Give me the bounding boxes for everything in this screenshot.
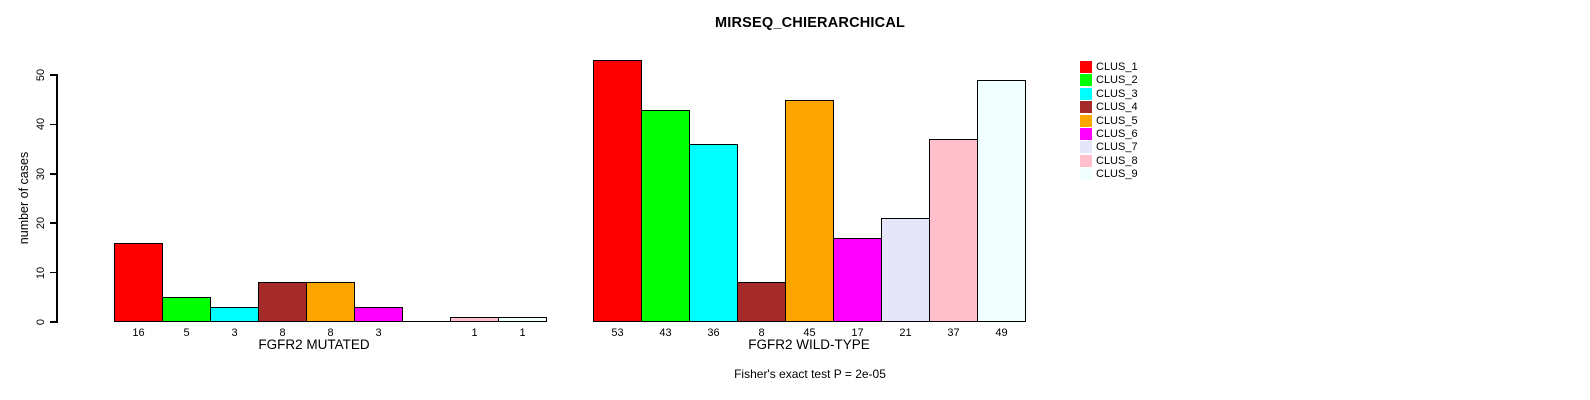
bar-value-label: 1 (471, 327, 478, 339)
legend-swatch-CLUS_8 (1080, 154, 1092, 167)
bar-value-label: 43 (659, 327, 672, 339)
bar-value-label: 49 (995, 327, 1008, 339)
fisher-test-annotation: Fisher's exact test P = 2e-05 (734, 367, 886, 381)
bar-value-label: 37 (947, 327, 960, 339)
legend-swatch-CLUS_7 (1080, 141, 1092, 154)
bar-value-label: 5 (183, 327, 190, 339)
group-label-fgfr2-wild-type: FGFR2 WILD-TYPE (748, 337, 870, 352)
y-axis-tick (49, 74, 56, 76)
bar-value-label: 36 (707, 327, 720, 339)
bar-CLUS_7-zero (402, 320, 451, 322)
chart-title: MIRSEQ_CHIERARCHICAL (714, 15, 906, 31)
legend-label-CLUS_7: CLUS_7 (1096, 141, 1138, 154)
y-axis-tick (49, 123, 56, 126)
bar-CLUS_5 (306, 282, 355, 322)
bar-value-label: 3 (375, 327, 382, 339)
legend-label-CLUS_1: CLUS_1 (1096, 61, 1138, 73)
bar-value-label: 3 (231, 327, 238, 339)
bar-value-label: 8 (279, 327, 286, 339)
legend-swatch-CLUS_2 (1080, 74, 1092, 87)
bar-value-label: 45 (803, 327, 816, 339)
legend-label-CLUS_2: CLUS_2 (1096, 74, 1138, 87)
legend-swatch-CLUS_4 (1080, 101, 1092, 114)
bar-CLUS_3 (689, 144, 738, 322)
legend-swatch-CLUS_1 (1080, 61, 1092, 73)
bar-CLUS_1 (114, 242, 163, 322)
legend-swatch-CLUS_3 (1080, 87, 1092, 100)
y-axis-tick (49, 222, 56, 224)
bar-CLUS_9 (977, 79, 1026, 322)
bar-CLUS_1 (593, 60, 642, 322)
bar-CLUS_6 (354, 307, 403, 322)
bar-CLUS_2 (641, 109, 690, 322)
y-axis-line (56, 74, 58, 323)
bar-CLUS_4 (737, 282, 786, 322)
bar-CLUS_6 (833, 238, 882, 322)
bar-value-label: 16 (132, 327, 145, 339)
legend-swatch-CLUS_6 (1080, 128, 1092, 140)
legend-label-CLUS_6: CLUS_6 (1096, 128, 1138, 140)
y-axis-tick (49, 173, 56, 175)
legend-label-CLUS_4: CLUS_4 (1096, 101, 1138, 114)
y-axis-tick (49, 271, 56, 274)
legend-label-CLUS_9: CLUS_9 (1096, 168, 1138, 181)
group-label-fgfr2-mutated: FGFR2 MUTATED (258, 337, 370, 352)
bar-CLUS_5 (785, 99, 834, 322)
legend-swatch-CLUS_5 (1080, 114, 1092, 127)
bar-value-label: 17 (851, 327, 864, 339)
bar-CLUS_9 (498, 317, 547, 322)
legend-swatch-CLUS_9 (1080, 168, 1092, 181)
bar-value-label: 1 (519, 327, 526, 339)
legend-label-CLUS_3: CLUS_3 (1096, 87, 1138, 100)
legend-label-CLUS_5: CLUS_5 (1096, 114, 1138, 127)
bar-value-label: 21 (899, 327, 912, 339)
bar-value-label: 53 (611, 327, 624, 339)
bar-value-label: 8 (327, 327, 334, 339)
legend-label-CLUS_8: CLUS_8 (1096, 154, 1138, 167)
y-axis-tick (49, 321, 56, 323)
bar-value-label: 8 (758, 327, 765, 339)
